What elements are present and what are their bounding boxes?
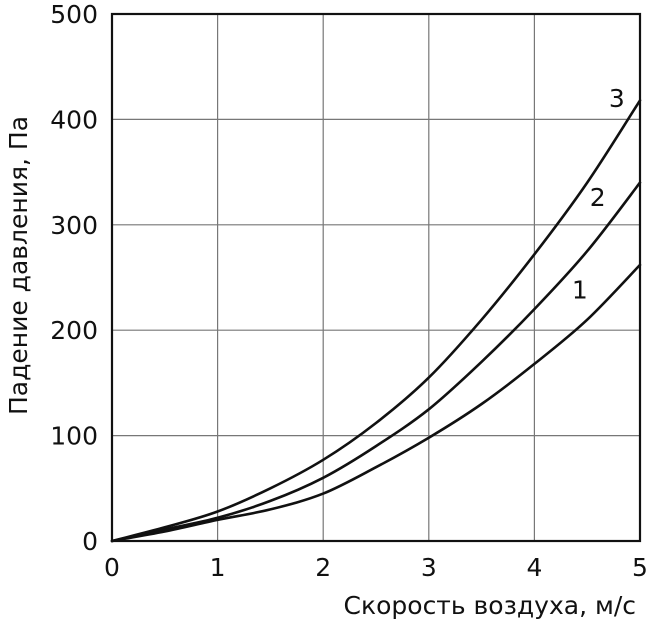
y-tick-label: 100 [50, 422, 98, 451]
y-tick-label: 400 [50, 105, 98, 134]
y-tick-label: 0 [82, 527, 98, 556]
x-tick-labels: 0 1 2 3 4 5 [104, 553, 648, 582]
series-line-2 [110, 181, 642, 543]
series-label-2: 2 [590, 183, 606, 212]
y-tick-labels: 0 100 200 300 400 500 [50, 0, 98, 556]
x-tick-label: 1 [210, 553, 226, 582]
x-tick-label: 5 [632, 553, 648, 582]
series-line-3 [110, 99, 642, 543]
x-tick-label: 4 [526, 553, 542, 582]
series-labels: 1 2 3 [572, 84, 625, 305]
series-label-3: 3 [609, 84, 625, 113]
grid [112, 14, 640, 541]
y-tick-label: 200 [50, 316, 98, 345]
y-tick-label: 300 [50, 211, 98, 240]
x-tick-label: 0 [104, 553, 120, 582]
series-line-1 [110, 263, 642, 543]
y-tick-label: 500 [50, 0, 98, 29]
curves [110, 99, 642, 543]
x-tick-label: 2 [315, 553, 331, 582]
y-axis-label: Падение давления, Па [4, 116, 33, 415]
x-tick-label: 3 [421, 553, 437, 582]
x-axis-label: Скорость воздуха, м/с [344, 591, 636, 620]
plot-frame [110, 12, 642, 543]
series-label-1: 1 [572, 276, 588, 305]
